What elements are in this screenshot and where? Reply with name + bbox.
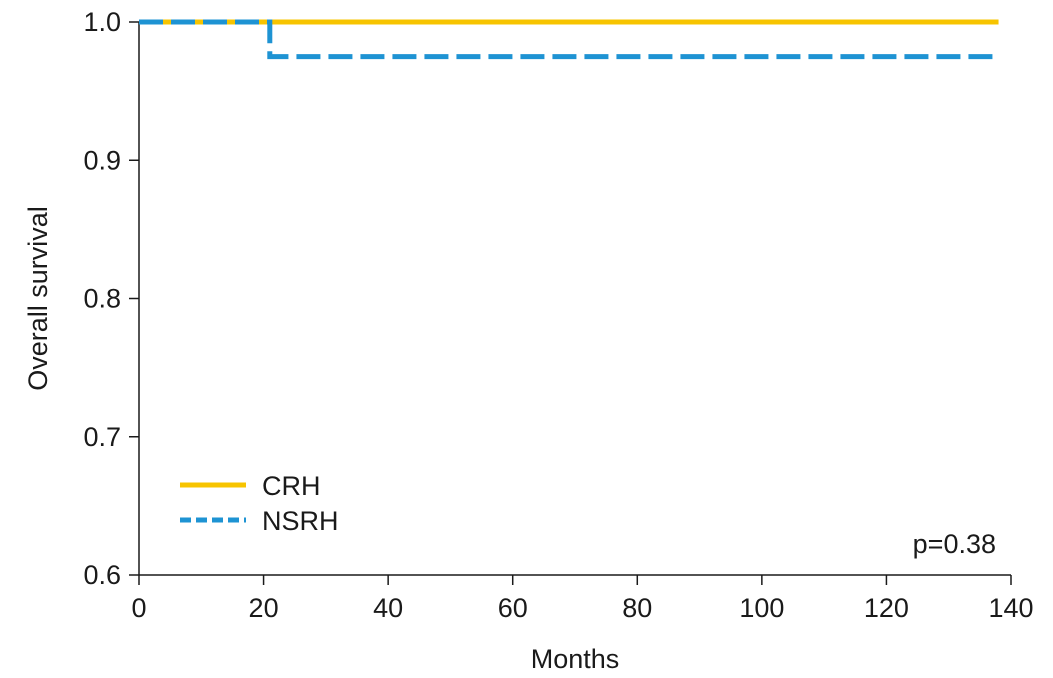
x-tick-label: 60: [498, 593, 528, 623]
x-ticks: 0 20 40 60 80 100 120 140: [131, 575, 1034, 623]
y-tick-label: 0.6: [83, 560, 121, 590]
x-axis-title: Months: [531, 644, 620, 674]
x-tick-label: 120: [864, 593, 909, 623]
y-ticks: 0.6 0.7 0.8 0.9 1.0: [83, 7, 139, 590]
x-tick-label: 40: [373, 593, 403, 623]
x-tick-label: 100: [739, 593, 784, 623]
legend-label-crh: CRH: [262, 471, 321, 501]
series-line-nsrh: [139, 19, 999, 60]
y-tick-label: 0.7: [83, 422, 121, 452]
legend: CRH NSRH: [180, 471, 339, 536]
annotation-layer: p=0.38: [913, 529, 996, 559]
y-tick-label: 0.8: [83, 284, 121, 314]
y-tick-label: 1.0: [83, 7, 121, 37]
x-tick-label: 140: [988, 593, 1033, 623]
p-value-annotation: p=0.38: [913, 529, 996, 559]
y-axis-title: Overall survival: [23, 206, 53, 391]
x-tick-label: 20: [249, 593, 279, 623]
y-tick-label: 0.9: [83, 145, 121, 175]
legend-label-nsrh: NSRH: [262, 506, 339, 536]
x-tick-label: 80: [622, 593, 652, 623]
axes: 0.6 0.7 0.8 0.9 1.0 0 20 40 60 80 100 120 140: [83, 7, 1033, 623]
x-tick-label: 0: [131, 593, 146, 623]
series-layer: [139, 19, 999, 60]
